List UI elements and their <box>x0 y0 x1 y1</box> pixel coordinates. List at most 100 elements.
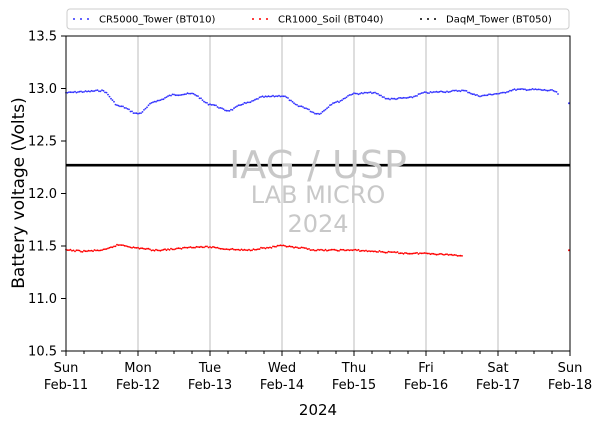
data-point <box>426 92 429 94</box>
data-point <box>258 96 261 99</box>
data-point <box>323 109 325 112</box>
data-point <box>297 105 300 108</box>
data-point <box>258 248 261 251</box>
legend-entry-2: DaqM_Tower (BT050) <box>420 15 552 26</box>
data-point <box>329 249 331 251</box>
data-point <box>425 252 427 255</box>
data-point <box>383 96 385 98</box>
data-point <box>476 94 478 96</box>
data-point <box>296 104 298 106</box>
data-point <box>369 91 372 93</box>
data-point <box>108 95 111 98</box>
data-point <box>551 89 553 91</box>
data-point <box>291 100 294 103</box>
data-point <box>431 252 433 255</box>
data-point <box>450 90 453 92</box>
data-point <box>132 246 135 249</box>
data-point <box>314 249 316 252</box>
data-point <box>260 96 262 98</box>
data-point <box>275 245 277 248</box>
data-point <box>377 93 379 95</box>
data-point <box>225 109 228 112</box>
data-point <box>212 245 214 248</box>
data-point <box>483 94 486 97</box>
data-point <box>549 89 552 91</box>
data-point <box>315 112 318 115</box>
y-tick-label: 10.5 <box>28 345 57 360</box>
data-point <box>428 252 430 255</box>
data-point <box>164 248 166 251</box>
data-point <box>221 247 223 250</box>
data-point <box>177 94 180 97</box>
data-point <box>147 104 150 107</box>
data-point <box>302 246 304 249</box>
x-tick-label-day: Sun <box>558 361 583 376</box>
data-point <box>128 108 130 111</box>
data-point <box>422 92 424 94</box>
data-point <box>195 94 198 97</box>
data-point <box>498 92 501 95</box>
data-point <box>149 102 151 105</box>
data-point <box>494 93 496 95</box>
data-point <box>219 107 222 109</box>
data-point <box>93 249 96 251</box>
data-point <box>300 246 303 249</box>
data-point <box>351 249 354 252</box>
data-point <box>96 89 99 91</box>
data-point <box>104 248 106 251</box>
data-point <box>206 102 208 104</box>
data-point <box>212 103 214 106</box>
data-point <box>527 89 529 91</box>
data-point <box>347 95 349 97</box>
data-point <box>296 246 298 249</box>
data-point <box>441 253 444 256</box>
data-point <box>261 247 264 249</box>
data-point <box>182 246 184 249</box>
data-point <box>99 90 102 93</box>
data-point <box>119 105 121 108</box>
data-point <box>75 91 78 94</box>
data-point <box>272 94 274 97</box>
data-point <box>414 95 417 97</box>
data-point <box>240 248 243 251</box>
data-point <box>153 100 156 103</box>
data-point <box>417 93 420 95</box>
data-point <box>293 102 295 105</box>
data-point <box>336 100 339 103</box>
data-point <box>81 251 84 253</box>
data-point <box>521 88 523 90</box>
data-point <box>245 102 247 105</box>
data-point <box>77 249 79 252</box>
data-point <box>459 90 462 93</box>
data-point <box>213 246 216 249</box>
data-point <box>156 249 159 252</box>
data-point <box>414 252 417 255</box>
data-point <box>287 97 289 99</box>
legend-marker <box>420 18 422 20</box>
data-point <box>321 249 324 251</box>
data-point <box>249 101 252 104</box>
data-point <box>236 248 238 251</box>
data-point <box>393 251 396 253</box>
data-point <box>311 111 313 113</box>
legend-entry-1: CR1000_Soil (BT040) <box>252 15 384 26</box>
data-point <box>438 253 441 255</box>
data-point <box>504 91 507 94</box>
data-point <box>453 89 456 92</box>
data-point <box>512 88 514 91</box>
data-point <box>132 112 135 114</box>
data-point <box>110 97 112 100</box>
data-point <box>384 97 387 100</box>
data-point <box>68 249 70 252</box>
data-point <box>372 250 375 253</box>
data-point <box>347 249 349 251</box>
data-point <box>210 246 213 249</box>
data-point <box>233 248 235 251</box>
data-point <box>155 248 157 251</box>
x-tick-label-day: Sun <box>54 361 79 376</box>
data-point <box>218 247 220 250</box>
data-point <box>227 248 229 251</box>
data-point <box>123 244 126 247</box>
data-point <box>393 97 396 100</box>
x-tick-label-date: Feb-17 <box>476 378 520 393</box>
